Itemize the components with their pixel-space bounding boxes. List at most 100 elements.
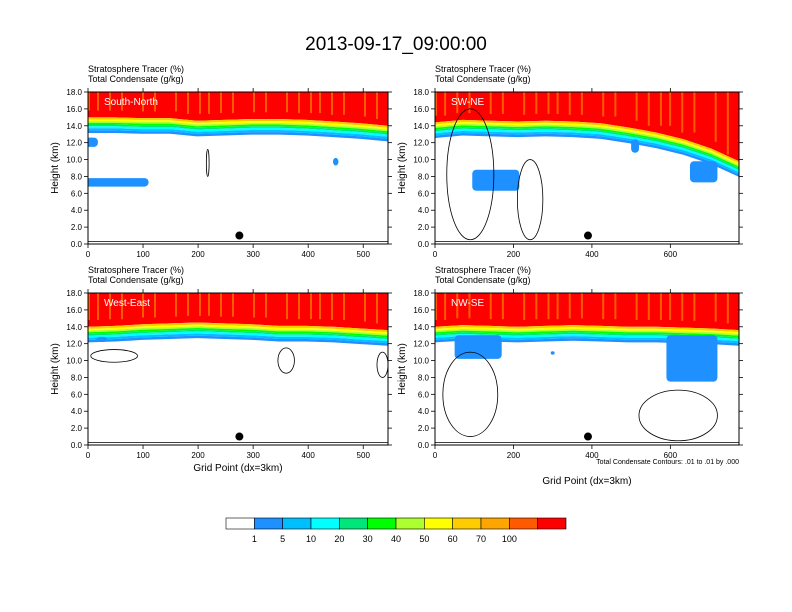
tracer-patch: [454, 335, 502, 359]
tracer-streak: [523, 92, 526, 115]
location-marker: [583, 231, 592, 240]
figure-title: 2013-09-17_09:00:00: [305, 34, 487, 55]
tracer-band: [435, 327, 739, 334]
tracer-streak: [659, 92, 662, 126]
tracer-streak: [364, 293, 366, 322]
tracer-patch: [631, 139, 639, 153]
colorbar-label: 70: [476, 534, 486, 544]
y-tick-label: 12.0: [66, 340, 82, 349]
y-tick-label: 18.0: [66, 88, 82, 97]
y-tick-label: 2.0: [418, 424, 430, 433]
tracer-streak: [693, 92, 696, 133]
colorbar-label: 20: [334, 534, 344, 544]
x-tick-label: 600: [664, 451, 678, 460]
tracer-streak: [602, 92, 605, 117]
panel-label: NW-SE: [451, 298, 484, 309]
tracer-streak: [456, 293, 459, 319]
y-tick-label: 16.0: [66, 306, 82, 315]
tracer-streak: [726, 92, 729, 155]
tracer-streak: [547, 92, 550, 114]
y-tick-label: 18.0: [66, 289, 82, 298]
tracer-band: [88, 331, 388, 342]
x-tick-label: 0: [433, 451, 438, 460]
tracer-streak: [714, 92, 717, 142]
tracer-streak: [208, 92, 210, 114]
y-tick-label: 2.0: [418, 223, 430, 232]
tracer-streak: [444, 293, 447, 321]
tracer-fill-100: [435, 92, 739, 162]
tracer-streak: [298, 293, 300, 320]
tracer-streak: [142, 293, 144, 318]
panel-frame: [87, 91, 389, 245]
tracer-streak: [435, 293, 437, 321]
tracer-streak: [286, 293, 288, 320]
y-tick-label: 4.0: [71, 206, 83, 215]
panel-plot-area: [88, 92, 388, 242]
colorbar-swatch: [339, 517, 368, 530]
tracer-band: [435, 332, 739, 340]
tracer-streak: [669, 293, 672, 321]
tracer-streak: [265, 293, 267, 318]
tracer-fill-100: [88, 293, 388, 331]
y-tick-label: 4.0: [418, 407, 430, 416]
tracer-streak: [208, 293, 210, 316]
tracer-streak: [265, 92, 267, 113]
tracer-streak: [109, 293, 111, 320]
tracer-streak: [232, 293, 234, 317]
x-tick-label: 200: [507, 451, 521, 460]
y-tick-label: 10.0: [413, 357, 429, 366]
tracer-streak: [714, 293, 717, 322]
tracer-streak: [364, 92, 366, 117]
tracer-band: [88, 326, 388, 336]
y-axis-label: Height (km): [50, 142, 61, 194]
x-tick-label: 100: [136, 451, 150, 460]
fill-variable-label: Stratosphere Tracer (%): [88, 265, 184, 275]
y-tick-label: 6.0: [71, 390, 83, 399]
tracer-streak: [88, 293, 90, 321]
panel-sw-ne: SW-NE Stratosphere Tracer (%)Total Conden…: [397, 64, 743, 259]
panel-label: South-North: [104, 97, 158, 108]
panel-nw-se: NW-SE Stratosphere Tracer (%)Total Conden…: [397, 265, 743, 460]
tracer-streak: [580, 293, 583, 319]
panel-frame: [434, 292, 740, 446]
colorbar-label: 60: [448, 534, 458, 544]
tracer-streak: [199, 293, 201, 316]
x-tick-label: 0: [433, 250, 438, 259]
y-tick-label: 18.0: [413, 88, 429, 97]
tracer-streak: [647, 293, 650, 321]
x-tick-label: 0: [86, 451, 91, 460]
panel-west-east: West-East Stratosphere Tracer (%)Total Co…: [50, 265, 392, 460]
tracer-streak: [343, 92, 345, 115]
tracer-streak: [501, 293, 504, 320]
tracer-patch: [96, 336, 108, 342]
tracer-band: [435, 330, 739, 338]
tracer-streak: [109, 92, 111, 111]
x-tick-label: 400: [585, 250, 599, 259]
tracer-streak: [175, 293, 177, 317]
contour-variable-label: Total Condensate (g/kg): [435, 275, 531, 285]
tracer-streak: [175, 92, 177, 112]
contour-variable-label: Total Condensate (g/kg): [435, 74, 531, 84]
tracer-streak: [97, 92, 99, 111]
x-tick-label: 300: [246, 451, 260, 460]
tracer-streak: [376, 293, 378, 324]
y-tick-label: 16.0: [66, 105, 82, 114]
tracer-patch: [666, 335, 718, 382]
tracer-streak: [726, 293, 729, 324]
tracer-streak: [535, 92, 538, 114]
tracer-band: [435, 336, 739, 344]
tracer-streak: [121, 293, 123, 320]
panel-plot-area: [88, 293, 388, 443]
y-tick-label: 14.0: [66, 122, 82, 131]
tracer-band: [88, 322, 388, 333]
tracer-patch: [332, 157, 339, 166]
x-tick-label: 0: [86, 250, 91, 259]
y-tick-label: 8.0: [418, 373, 430, 382]
tracer-streak: [614, 92, 617, 117]
tracer-streak: [253, 92, 255, 113]
colorbar-swatch: [282, 517, 312, 530]
tracer-streak: [580, 92, 583, 115]
tracer-streak: [97, 293, 99, 321]
tracer-streak: [154, 293, 156, 318]
